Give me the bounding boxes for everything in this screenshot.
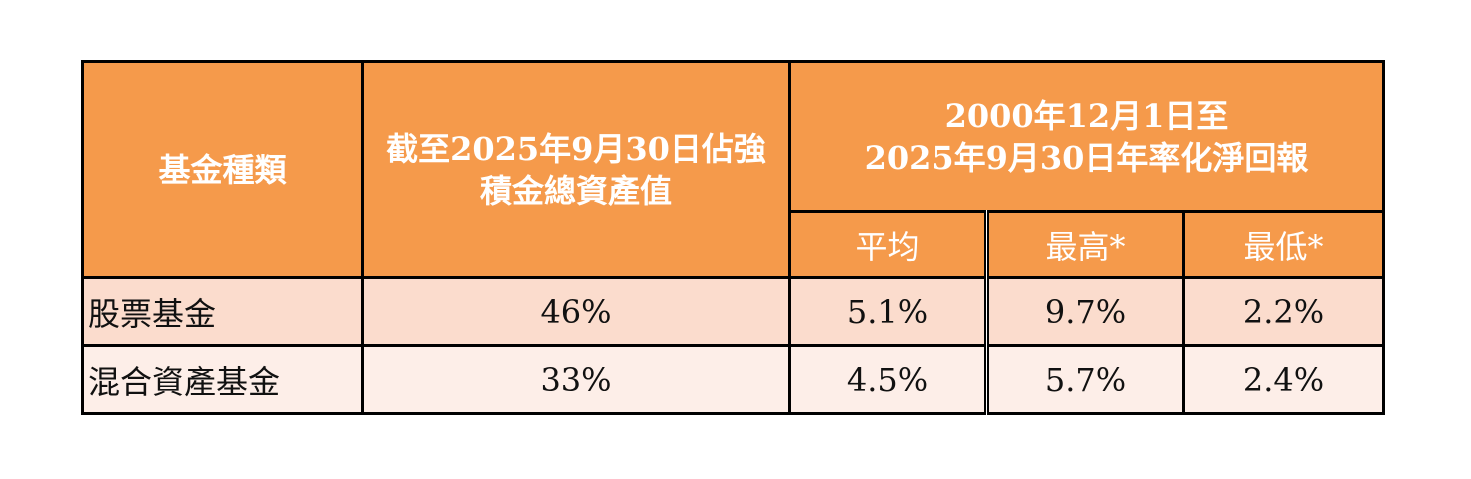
cell-fund-type: 混合資產基金: [81, 344, 364, 415]
cell-asset-share: 33%: [361, 344, 791, 415]
header-average: 平均: [788, 210, 988, 279]
cell-asset-share: 46%: [361, 276, 791, 347]
header-asset-share-line1: 截至2025年9月30日佔強: [386, 129, 766, 168]
header-row-main: 基金種類 截至2025年9月30日佔強 積金總資產值 2000年12月1日至 2…: [81, 60, 1386, 279]
cell-average: 5.1%: [788, 276, 988, 347]
header-return-line2: 2025年9月30日年率化淨回報: [864, 138, 1309, 177]
cell-fund-type: 股票基金: [81, 276, 364, 347]
header-highest: 最高*: [984, 210, 1185, 279]
header-lowest: 最低*: [1181, 210, 1386, 279]
cell-highest: 9.7%: [984, 276, 1185, 347]
cell-lowest: 2.2%: [1181, 276, 1386, 347]
header-asset-share-line2: 積金總資產值: [479, 171, 672, 210]
table-row: 混合資產基金 33% 4.5% 5.7% 2.4%: [81, 344, 1386, 415]
header-asset-share: 截至2025年9月30日佔強 積金總資產值: [361, 60, 791, 279]
table-row: 股票基金 46% 5.1% 9.7% 2.2%: [81, 276, 1386, 347]
header-row-sub: 平均 最高* 最低*: [83, 210, 1386, 279]
cell-lowest: 2.4%: [1181, 344, 1386, 415]
fund-returns-table: 基金種類 截至2025年9月30日佔強 積金總資產值 2000年12月1日至 2…: [81, 60, 1386, 415]
header-fund-type-label: 基金種類: [158, 150, 287, 189]
header-fund-type: 基金種類: [81, 60, 364, 279]
cell-average: 4.5%: [788, 344, 988, 415]
header-annualised-return: 2000年12月1日至 2025年9月30日年率化淨回報: [787, 60, 1386, 213]
header-return-line1: 2000年12月1日至: [944, 96, 1229, 135]
cell-highest: 5.7%: [984, 344, 1185, 415]
